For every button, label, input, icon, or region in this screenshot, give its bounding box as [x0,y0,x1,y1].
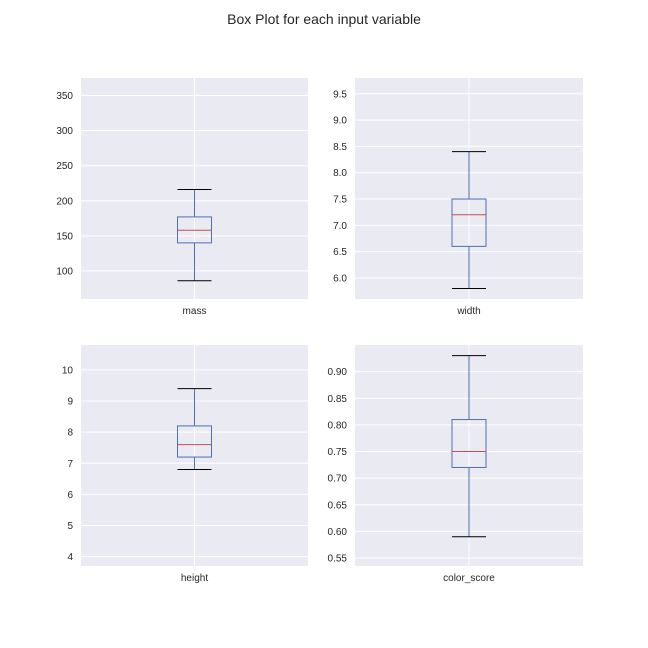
y-tick-label: 350 [56,91,73,102]
x-category-label: height [181,573,208,584]
x-category-label: color_score [443,573,495,584]
x-category-label: mass [183,306,207,317]
y-tick-label: 9 [67,397,73,408]
y-tick-label: 7.5 [333,195,347,206]
y-tick-label: 150 [56,231,73,242]
iqr-box [451,419,487,468]
y-tick-label: 9.0 [333,116,347,127]
y-tick-label: 9.5 [333,89,347,100]
y-tick-label: 7 [67,459,73,470]
y-tick-label: 4 [67,552,73,563]
y-tick-label: 200 [56,196,73,207]
y-tick-label: 0.65 [328,500,348,511]
y-tick-label: 100 [56,266,73,277]
y-tick-label: 8.5 [333,142,347,153]
y-tick-label: 7.0 [333,221,347,232]
iqr-box [177,425,212,458]
y-tick-label: 6.5 [333,247,347,258]
y-tick-label: 0.85 [328,394,348,405]
y-tick-label: 5 [67,521,73,532]
y-tick-label: 10 [62,365,74,376]
y-tick-label: 6 [67,490,73,501]
x-category-label: width [456,306,480,317]
y-tick-label: 8.0 [333,168,347,179]
y-tick-label: 0.60 [328,527,348,538]
y-tick-label: 8 [67,428,73,439]
subplot-color_score: 0.55 0.60 0.65 0.70 0.75 0.80 0.85 0.90 color_sc… [328,345,583,584]
subplot-width: 6.0 6.5 7.0 7.5 8.0 8.5 9.0 9.5 width [333,78,583,317]
y-tick-label: 0.80 [328,420,348,431]
y-tick-label: 250 [56,161,73,172]
y-tick-label: 0.70 [328,474,348,485]
iqr-box [451,198,487,247]
subplot-height: 4 5 6 7 8 9 10 height [62,345,308,584]
subplot-grid: 100 150 200 250 300 350 mass 6.0 6.5 7.0 7.5 8.0 8.5… [56,78,583,584]
y-tick-label: 0.55 [328,554,348,565]
y-tick-label: 300 [56,126,73,137]
subplot-mass: 100 150 200 250 300 350 mass [56,78,308,317]
y-tick-label: 6.0 [333,273,347,284]
figure-title: Box Plot for each input variable [227,11,421,27]
y-tick-label: 0.90 [328,367,348,378]
y-tick-label: 0.75 [328,447,348,458]
